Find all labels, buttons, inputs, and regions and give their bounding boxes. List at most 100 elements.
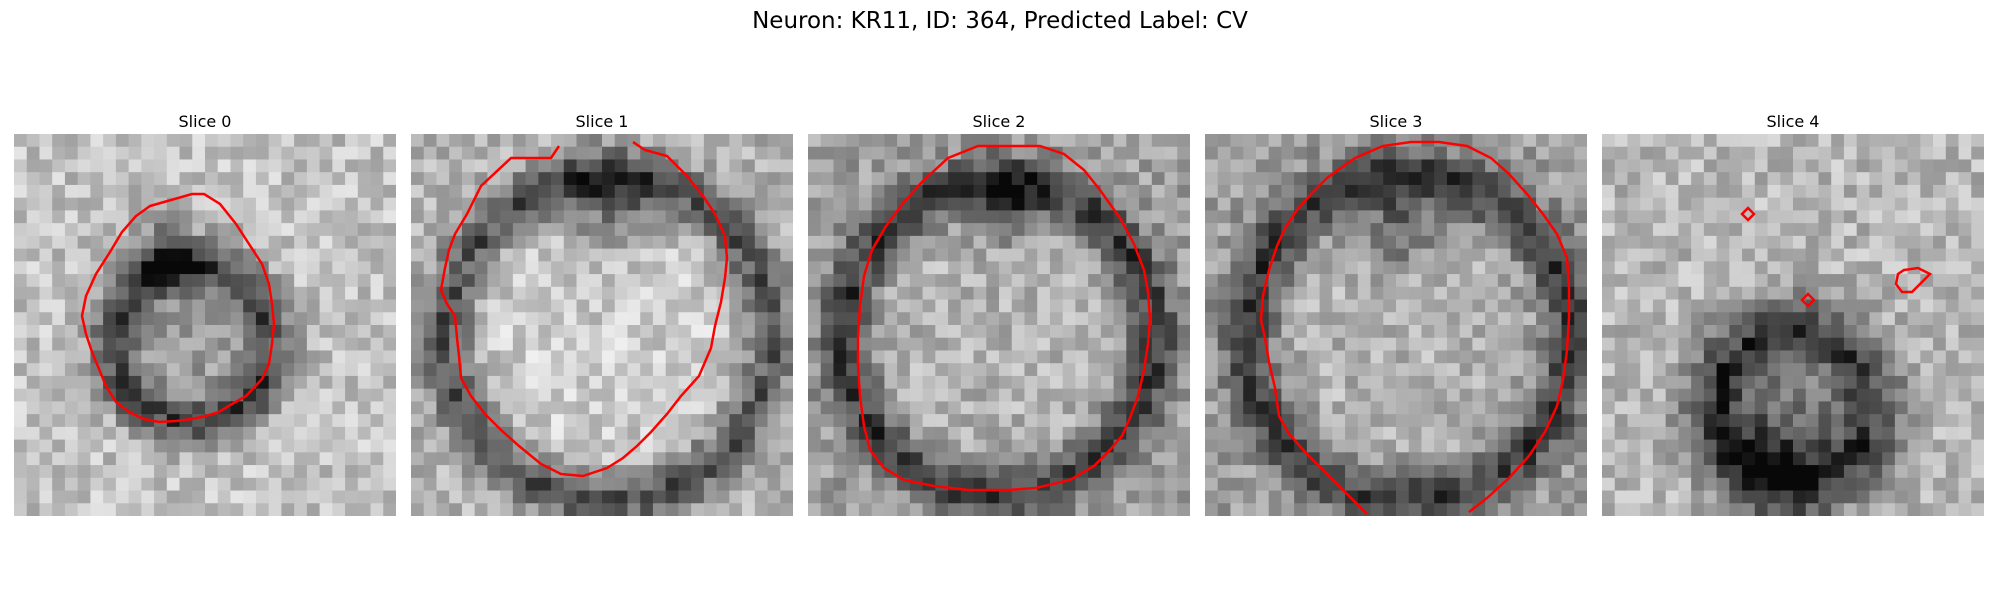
pixel-cell <box>999 350 1013 364</box>
pixel-cell <box>1345 184 1359 199</box>
pixel-cell <box>589 503 603 516</box>
pixel-cell <box>1716 299 1730 313</box>
pixel-cell <box>1357 414 1371 428</box>
pixel-cell <box>820 248 834 262</box>
pixel-cell <box>1691 286 1705 300</box>
pixel-cell <box>1408 146 1422 160</box>
pixel-cell <box>1459 363 1473 377</box>
pixel-cell <box>871 159 885 173</box>
pixel-cell <box>614 465 628 479</box>
pixel-cell <box>1062 401 1076 415</box>
pixel-cell <box>602 375 616 390</box>
pixel-cell <box>589 184 603 199</box>
pixel-cell <box>999 426 1013 440</box>
pixel-cell <box>128 375 142 390</box>
pixel-cell <box>1703 172 1717 186</box>
pixel-cell <box>1958 414 1972 428</box>
pixel-cell <box>243 159 257 173</box>
pixel-cell <box>1614 401 1628 415</box>
pixel-cell <box>1497 248 1511 262</box>
pixel-cell <box>640 184 654 199</box>
pixel-cell <box>884 337 898 351</box>
pixel-cell <box>1907 274 1921 288</box>
pixel-cell <box>332 274 346 288</box>
pixel-cell <box>948 414 962 428</box>
pixel-cell <box>1024 363 1038 377</box>
pixel-cell <box>154 337 168 351</box>
pixel-cell <box>973 375 987 390</box>
pixel-cell <box>1205 235 1219 249</box>
pixel-cell <box>1652 299 1667 313</box>
pixel-cell <box>767 146 781 160</box>
pixel-cell <box>1640 388 1654 402</box>
pixel-cell <box>871 312 885 326</box>
pixel-cell <box>1294 210 1308 224</box>
pixel-cell <box>230 414 244 428</box>
pixel-cell <box>767 350 781 364</box>
slice-image <box>1602 134 1984 516</box>
pixel-cell <box>332 197 346 211</box>
pixel-cell <box>1691 299 1705 313</box>
pixel-cell <box>1139 159 1153 173</box>
pixel-cell <box>1370 159 1384 173</box>
pixel-cell <box>1281 388 1295 402</box>
pixel-cell <box>652 477 667 491</box>
pixel-cell <box>1716 439 1730 453</box>
pixel-cell <box>332 172 346 186</box>
pixel-cell <box>602 299 616 313</box>
pixel-cell <box>1523 337 1537 351</box>
pixel-cell <box>192 274 206 288</box>
pixel-cell <box>1958 210 1972 224</box>
pixel-cell <box>1485 350 1499 364</box>
pixel-cell <box>383 388 396 402</box>
pixel-cell <box>627 172 641 186</box>
pixel-cell <box>1434 465 1448 479</box>
pixel-cell <box>1869 477 1883 491</box>
pixel-cell <box>500 261 514 275</box>
pixel-cell <box>1818 452 1832 466</box>
pixel-cell <box>1869 363 1883 377</box>
pixel-cell <box>808 184 822 199</box>
pixel-cell <box>846 172 860 186</box>
pixel-cell <box>525 159 539 173</box>
pixel-cell <box>1332 274 1346 288</box>
pixel-cell <box>1332 248 1346 262</box>
pixel-cell <box>846 465 860 479</box>
pixel-cell <box>1958 477 1972 491</box>
pixel-cell <box>833 210 847 224</box>
pixel-cell <box>1818 274 1832 288</box>
pixel-cell <box>1869 375 1883 390</box>
pixel-cell <box>1602 426 1616 440</box>
pixel-cell <box>1614 312 1628 326</box>
pixel-cell <box>602 172 616 186</box>
pixel-cell <box>1497 414 1511 428</box>
pixel-cell <box>192 312 206 326</box>
pixel-cell <box>1754 172 1768 186</box>
pixel-cell <box>1958 465 1972 479</box>
pixel-cell <box>1205 184 1219 199</box>
pixel-cell <box>1357 159 1371 173</box>
pixel-cell <box>1383 363 1397 377</box>
pixel-cell <box>1243 274 1257 288</box>
pixel-cell <box>1894 350 1908 364</box>
pixel-cell <box>1139 439 1153 453</box>
pixel-cell <box>1485 452 1499 466</box>
pixel-cell <box>897 375 911 390</box>
pixel-cell <box>1075 134 1089 148</box>
pixel-cell <box>411 248 425 262</box>
pixel-cell <box>780 261 793 275</box>
pixel-cell <box>255 299 270 313</box>
pixel-cell <box>551 274 565 288</box>
pixel-cell <box>627 337 641 351</box>
pixel-cell <box>1164 197 1178 211</box>
pixel-cell <box>1037 146 1051 160</box>
pixel-cell <box>487 388 501 402</box>
pixel-cell <box>64 134 79 148</box>
pixel-cell <box>1217 401 1231 415</box>
pixel-cell <box>1062 210 1076 224</box>
pixel-cell <box>846 325 860 339</box>
pixel-cell <box>1510 248 1524 262</box>
pixel-cell <box>1843 439 1858 453</box>
pixel-cell <box>1510 401 1524 415</box>
pixel-cell <box>192 477 206 491</box>
